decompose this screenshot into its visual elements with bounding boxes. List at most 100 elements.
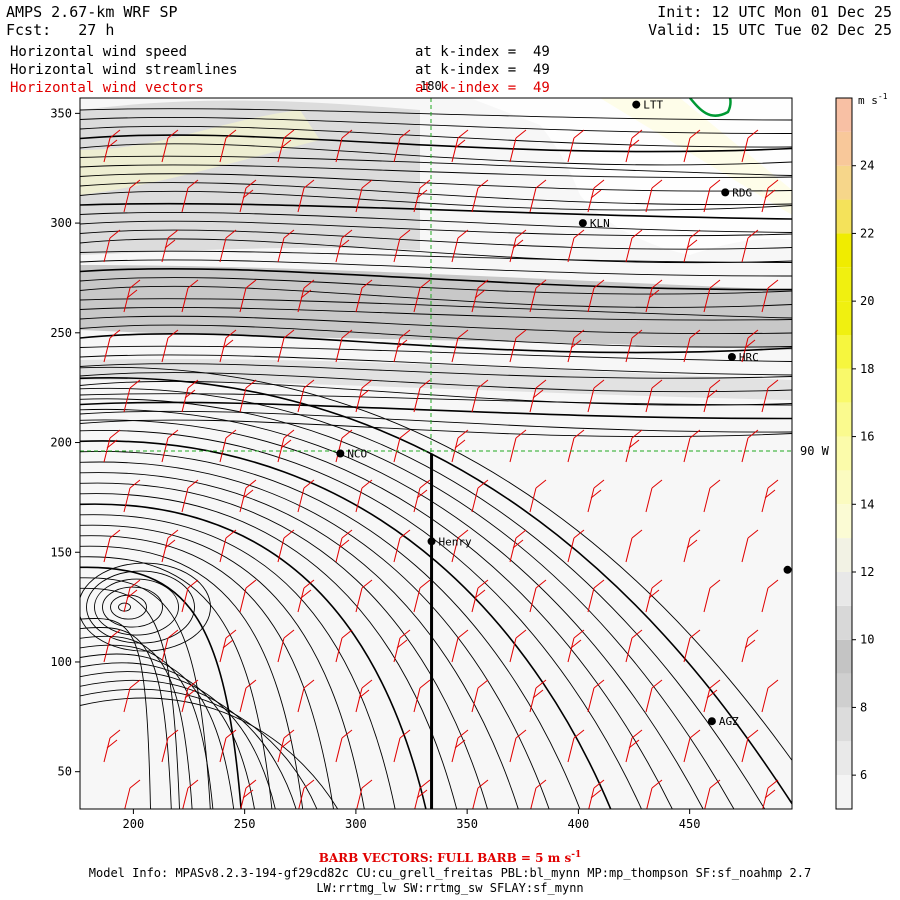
station-marker bbox=[427, 537, 436, 546]
colorbar-tick-label: 20 bbox=[860, 294, 874, 308]
wind-barb bbox=[123, 379, 141, 413]
colorbar-swatch bbox=[836, 504, 852, 539]
wind-barb bbox=[683, 429, 701, 463]
wind-barb bbox=[451, 229, 469, 263]
streamline bbox=[80, 493, 458, 809]
wind-barb bbox=[646, 779, 663, 809]
wind-barb bbox=[103, 629, 121, 663]
plot-frame bbox=[79, 97, 793, 810]
wind-barb bbox=[103, 529, 121, 563]
coastline-green bbox=[689, 98, 732, 117]
wind-barb bbox=[123, 579, 141, 613]
wind-barb bbox=[683, 729, 701, 763]
wind-barb bbox=[355, 579, 373, 613]
wind-barb bbox=[529, 279, 547, 313]
streamline bbox=[80, 125, 792, 148]
wind-barb bbox=[451, 629, 469, 663]
wind-barb bbox=[161, 129, 179, 163]
streamline bbox=[80, 277, 792, 295]
wind-barb bbox=[567, 229, 585, 263]
station-label: LTT bbox=[643, 99, 663, 112]
wind-barb bbox=[219, 429, 237, 463]
streamline bbox=[80, 238, 792, 264]
streamline bbox=[80, 212, 792, 233]
streamline bbox=[80, 117, 792, 134]
x-tick-label: 350 bbox=[456, 817, 478, 831]
vortex-ring bbox=[80, 562, 211, 652]
wind-barb bbox=[239, 579, 257, 613]
wind-barb bbox=[182, 779, 199, 809]
wind-barb bbox=[277, 129, 295, 163]
wind-barb bbox=[355, 379, 373, 413]
station-marker bbox=[707, 717, 716, 726]
streamline bbox=[80, 220, 792, 237]
wind-barb bbox=[703, 579, 721, 613]
streamline bbox=[80, 482, 488, 809]
colorbar-swatch bbox=[836, 436, 852, 471]
wind-barb bbox=[587, 679, 605, 713]
wind-barb bbox=[355, 179, 373, 213]
colorbar-swatch bbox=[836, 741, 852, 776]
wind-barb bbox=[509, 529, 527, 563]
station-marker bbox=[578, 219, 587, 228]
wind-barb bbox=[529, 479, 547, 513]
wind-barb bbox=[181, 479, 199, 513]
wind-barb bbox=[335, 129, 353, 163]
wind-barb bbox=[703, 279, 721, 313]
colorbar-swatch bbox=[836, 233, 852, 268]
station-label: RDG bbox=[732, 186, 752, 199]
field-level-streamlines: at k-index = 49 bbox=[415, 62, 550, 78]
wind-barb bbox=[356, 779, 373, 809]
colorbar-swatch bbox=[836, 775, 852, 809]
model-info-line1: Model Info: MPASv8.2.3-194-gf29cd82c CU:… bbox=[88, 866, 812, 880]
wind-barb bbox=[683, 229, 701, 263]
wind-barb bbox=[297, 479, 315, 513]
wind-barb bbox=[741, 729, 759, 763]
wind-barb bbox=[471, 379, 489, 413]
streamline bbox=[80, 143, 792, 166]
wind-barb bbox=[625, 629, 643, 663]
wind-barb bbox=[471, 479, 489, 513]
streamline bbox=[80, 451, 581, 809]
wind-barb bbox=[471, 179, 489, 213]
wind-barb bbox=[103, 429, 121, 463]
wind-barb bbox=[761, 579, 779, 613]
wind-barb bbox=[645, 179, 663, 213]
wind-barb bbox=[703, 179, 721, 213]
colorbar-swatch bbox=[836, 335, 852, 369]
x-axis: 200 250 300 350 400 450 bbox=[123, 809, 700, 831]
colorbar-swatch bbox=[836, 199, 852, 234]
streamline bbox=[80, 401, 792, 420]
model-title: AMPS 2.67-km WRF SP bbox=[6, 3, 178, 21]
wind-barb bbox=[297, 379, 315, 413]
colorbar-swatch bbox=[836, 267, 852, 302]
streamline bbox=[80, 398, 735, 809]
station-label: NCO bbox=[347, 448, 367, 461]
vortex-ring bbox=[94, 578, 179, 636]
wind-barb bbox=[393, 529, 411, 563]
wind-barb bbox=[471, 679, 489, 713]
wind-barb bbox=[761, 279, 779, 313]
streamline bbox=[80, 653, 235, 809]
station-label: KLN bbox=[590, 217, 610, 230]
wind-barb bbox=[161, 329, 179, 363]
wind-barb bbox=[161, 529, 179, 563]
wind-barb bbox=[355, 479, 373, 513]
wind-barb bbox=[509, 729, 527, 763]
wind-barb bbox=[588, 779, 605, 809]
wind-barb bbox=[509, 229, 527, 263]
wind-barb bbox=[123, 479, 141, 513]
colorbar-swatch bbox=[836, 572, 852, 606]
wind-barb bbox=[741, 129, 759, 163]
wind-barb bbox=[103, 229, 121, 263]
wind-barb bbox=[219, 629, 237, 663]
wind-barb bbox=[587, 279, 605, 313]
streamline bbox=[80, 173, 792, 192]
label-90w: 90 W bbox=[800, 444, 830, 458]
streamline bbox=[80, 514, 396, 809]
y-axis: 50 100 150 200 250 300 350 bbox=[50, 106, 80, 779]
streamline bbox=[80, 688, 318, 809]
wind-barb bbox=[625, 229, 643, 263]
wind-barb bbox=[509, 329, 527, 363]
